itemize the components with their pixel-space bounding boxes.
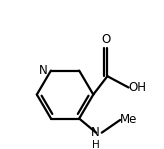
Text: H: H [92,140,99,149]
Text: Me: Me [120,113,137,127]
Text: OH: OH [129,81,147,94]
Text: N: N [91,126,100,139]
Text: O: O [101,33,111,46]
Text: N: N [39,64,48,77]
